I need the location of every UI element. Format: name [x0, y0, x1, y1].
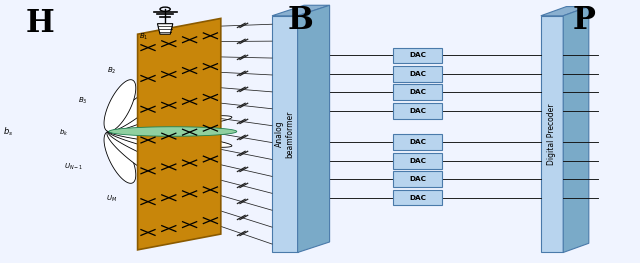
FancyBboxPatch shape: [393, 48, 442, 63]
FancyBboxPatch shape: [393, 153, 442, 169]
Text: $b_s$: $b_s$: [3, 125, 13, 138]
Polygon shape: [108, 131, 218, 160]
Text: DAC: DAC: [409, 195, 426, 200]
Text: P: P: [573, 5, 595, 36]
Text: DAC: DAC: [409, 158, 426, 164]
Text: Digital Precoder: Digital Precoder: [547, 103, 557, 165]
Polygon shape: [108, 92, 195, 132]
Text: $U_M$: $U_M$: [106, 194, 118, 204]
Text: $U_{N-1}$: $U_{N-1}$: [64, 162, 83, 172]
Polygon shape: [541, 7, 589, 16]
FancyBboxPatch shape: [393, 84, 442, 100]
Text: $B_2$: $B_2$: [108, 66, 116, 76]
Text: $B_3$: $B_3$: [79, 96, 88, 106]
Polygon shape: [107, 132, 167, 179]
Text: DAC: DAC: [409, 53, 426, 58]
Text: DAC: DAC: [409, 71, 426, 77]
Polygon shape: [104, 80, 136, 132]
FancyBboxPatch shape: [393, 190, 442, 205]
Polygon shape: [107, 84, 167, 132]
Polygon shape: [157, 24, 173, 34]
Polygon shape: [108, 103, 218, 132]
Polygon shape: [272, 5, 330, 16]
FancyBboxPatch shape: [393, 171, 442, 187]
Polygon shape: [138, 18, 221, 250]
Polygon shape: [298, 5, 330, 252]
Text: DAC: DAC: [409, 108, 426, 114]
FancyBboxPatch shape: [393, 103, 442, 119]
Text: Analog
beamformer: Analog beamformer: [275, 110, 294, 158]
Polygon shape: [104, 132, 136, 183]
Text: DAC: DAC: [409, 176, 426, 182]
Text: H: H: [26, 8, 54, 39]
Text: DAC: DAC: [409, 139, 426, 145]
Polygon shape: [272, 16, 298, 252]
Polygon shape: [109, 116, 232, 133]
Text: $b_k$: $b_k$: [60, 128, 68, 138]
Text: B: B: [288, 5, 314, 36]
FancyBboxPatch shape: [393, 134, 442, 150]
Polygon shape: [563, 7, 589, 252]
Polygon shape: [109, 130, 232, 147]
Text: DAC: DAC: [409, 89, 426, 95]
Polygon shape: [541, 16, 563, 252]
Polygon shape: [108, 131, 195, 171]
Polygon shape: [109, 127, 237, 136]
Text: $B_1$: $B_1$: [140, 32, 148, 42]
FancyBboxPatch shape: [393, 66, 442, 82]
